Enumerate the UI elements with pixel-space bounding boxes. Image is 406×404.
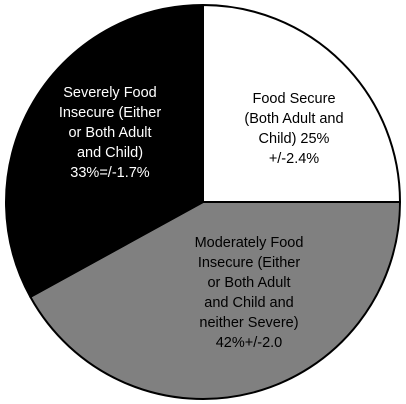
- pie-slices: [5, 4, 401, 400]
- pie-labels: Food Secure (Both Adult and Child) 25% +/-2…: [59, 85, 344, 351]
- pie-slice-label-line: Moderately Food: [195, 235, 304, 251]
- pie-slice-label-line: and Child): [77, 145, 143, 161]
- pie-slice-label-line: or Both Adult: [207, 275, 290, 291]
- pie-slice-label-line: +/-2.4%: [269, 151, 319, 167]
- pie-slice-0: [202, 4, 401, 203]
- pie-slice-label-line: Food Secure: [252, 91, 335, 107]
- pie-slice-label-line: Insecure (Either: [59, 105, 162, 121]
- pie-slice-label-line: or Both Adult: [68, 125, 151, 141]
- pie-slice-label-2: Severely Food Insecure (Either or Both Adu…: [59, 85, 162, 181]
- pie-slice-label-line: Severely Food: [63, 85, 157, 101]
- pie-slice-label-line: neither Severe): [199, 315, 298, 331]
- pie-slice-label-1: Moderately Food Insecure (Either or Both A…: [195, 235, 304, 351]
- pie-slice-label-line: (Both Adult and: [244, 111, 343, 127]
- pie-slice-1: [29, 201, 401, 400]
- pie-slice-label-line: 42%+/-2.0: [216, 335, 283, 351]
- pie-slice-label-line: Child) 25%: [259, 131, 330, 147]
- pie-slice-label-0: Food Secure (Both Adult and Child) 25% +/-2…: [244, 91, 343, 167]
- pie-slice-label-line: and Child and: [204, 295, 294, 311]
- pie-slice-2: [5, 4, 204, 298]
- pie-slice-label-line: 33%=/-1.7%: [70, 165, 150, 181]
- pie-slice-label-line: Insecure (Either: [198, 255, 301, 271]
